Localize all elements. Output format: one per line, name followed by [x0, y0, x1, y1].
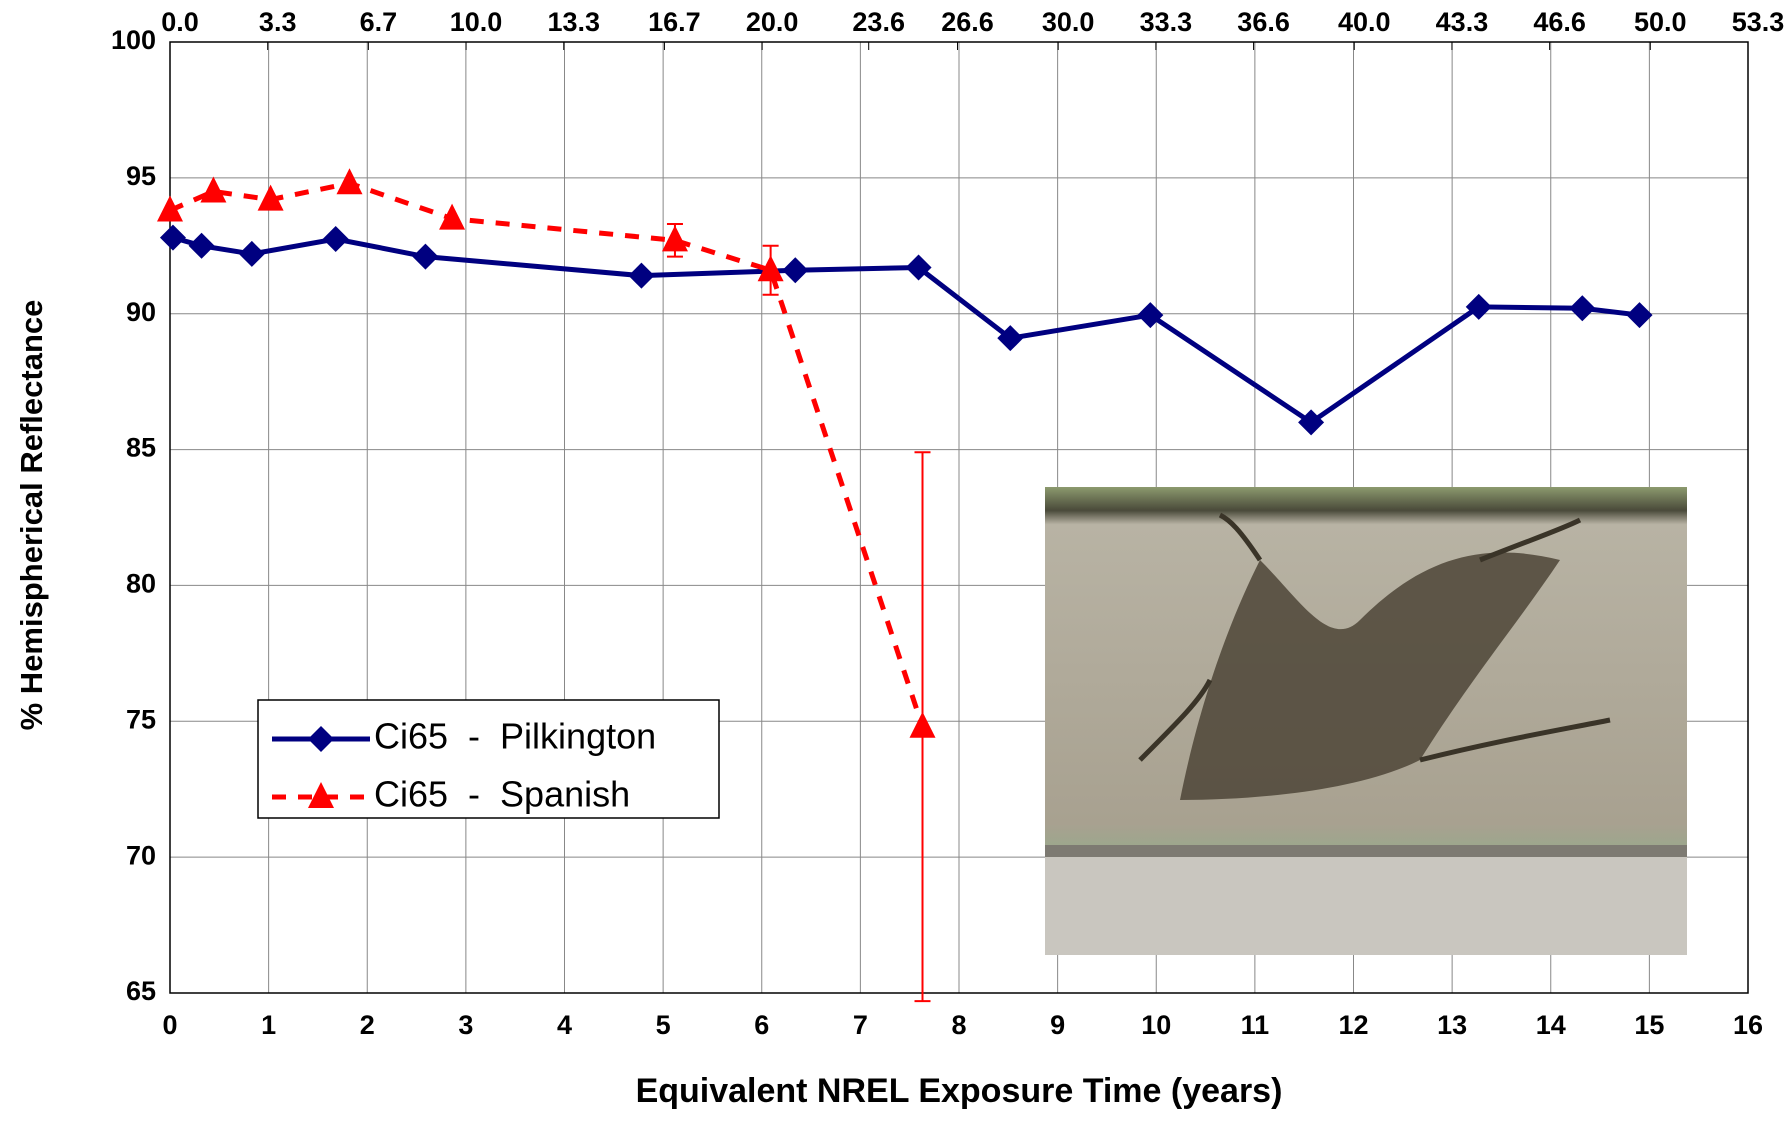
marker: [1569, 295, 1596, 322]
x2-tick-label: 50.0: [1634, 7, 1687, 37]
plot-frame: [169, 41, 1749, 994]
y-tick-label: 75: [126, 704, 156, 734]
x-tick-label: 7: [853, 1010, 868, 1040]
x2-tick-label: 30.0: [1042, 7, 1095, 37]
y-tick-label: 100: [111, 25, 156, 55]
y-tick-label: 70: [126, 840, 156, 870]
series-line: [172, 235, 1640, 426]
marker: [336, 168, 363, 195]
x2-tick-label: 26.6: [941, 7, 994, 37]
marker: [997, 325, 1024, 352]
x2-tick-label: 20.0: [746, 7, 799, 37]
y-tick-label: 95: [126, 161, 156, 191]
x2-tick-label: 0.0: [161, 7, 199, 37]
marker: [157, 195, 183, 222]
marker: [661, 225, 688, 252]
x-tick-label: 5: [656, 1010, 671, 1040]
x2-tick-label: 33.3: [1140, 7, 1193, 37]
x-tick-label: 10: [1141, 1010, 1171, 1040]
legend-label: Ci65 - Pilkington: [374, 716, 656, 757]
marker: [257, 184, 284, 211]
x-tick-label: 4: [557, 1010, 572, 1040]
marker: [1137, 302, 1164, 329]
marker: [909, 711, 936, 738]
x2-tick-label: 10.0: [450, 7, 503, 37]
marker: [188, 232, 215, 259]
marker: [757, 255, 784, 282]
x-tick-label: 15: [1634, 1010, 1664, 1040]
x2-tick-label: 53.3: [1732, 7, 1785, 37]
marker: [308, 726, 334, 752]
x-tick-label: 9: [1050, 1010, 1065, 1040]
x-tick-label: 6: [754, 1010, 769, 1040]
marker: [412, 243, 439, 270]
x-tick-label: 11: [1241, 1010, 1270, 1040]
y-tick-label: 65: [126, 976, 156, 1006]
x2-tick-label: 16.7: [648, 7, 701, 37]
y-axis-label: % Hemispherical Reflectance: [14, 300, 49, 731]
marker: [238, 240, 265, 267]
x-axis-label: Equivalent NREL Exposure Time (years): [636, 1072, 1283, 1110]
legend: Ci65 - Pilkington Ci65 - Spanish: [257, 699, 720, 819]
x-tick-label: 14: [1536, 1010, 1566, 1040]
y-tick-label: 90: [126, 297, 156, 327]
marker: [159, 224, 186, 251]
marker: [200, 176, 227, 203]
x-tick-label: 0: [162, 1010, 177, 1040]
x2-tick-label: 23.6: [852, 7, 905, 37]
x2-tick-label: 13.3: [547, 7, 600, 37]
inset-photo: [1045, 487, 1687, 955]
x2-tick-label: 6.7: [360, 7, 398, 37]
x-tick-label: 12: [1338, 1010, 1368, 1040]
y-tick-label: 80: [126, 569, 156, 599]
x-tick-label: 8: [951, 1010, 966, 1040]
x2-tick-label: 40.0: [1338, 7, 1391, 37]
marker: [1465, 293, 1492, 320]
marker: [1298, 409, 1325, 436]
x2-tick-label: 36.6: [1237, 7, 1290, 37]
x-tick-label: 13: [1437, 1010, 1467, 1040]
marker: [782, 257, 809, 284]
series-line: [168, 180, 925, 728]
x-tick-label: 1: [261, 1010, 276, 1040]
x-tick-label: 2: [360, 1010, 375, 1040]
marker: [628, 262, 655, 289]
marker: [308, 782, 334, 808]
legend-label: Ci65 - Spanish: [374, 774, 630, 815]
marker: [322, 225, 349, 252]
marker: [439, 203, 466, 230]
marker: [1626, 302, 1653, 329]
x-tick-label: 3: [458, 1010, 473, 1040]
x2-tick-label: 3.3: [259, 7, 297, 37]
marker: [905, 254, 932, 281]
y-tick-label: 85: [126, 433, 156, 463]
x-tick-label: 16: [1733, 1010, 1763, 1040]
x2-tick-label: 43.3: [1436, 7, 1489, 37]
x2-tick-label: 46.6: [1533, 7, 1586, 37]
